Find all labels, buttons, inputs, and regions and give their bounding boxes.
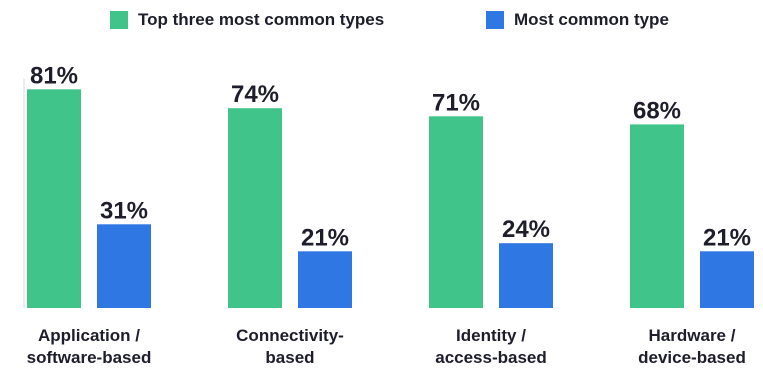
- legend-label-top-three: Top three most common types: [138, 10, 385, 29]
- x-tick-label-line: device-based: [638, 348, 746, 367]
- x-tick-label-line: Connectivity-: [236, 326, 344, 345]
- legend-swatch-most-common: [486, 11, 504, 29]
- x-tick-label-line: Identity /: [456, 326, 526, 345]
- data-label-top-three-1: 81%: [30, 62, 78, 89]
- data-label-most-common-4: 21%: [703, 224, 751, 251]
- bar-top-three-1: [27, 89, 81, 308]
- bar-top-three-3: [429, 116, 483, 308]
- legend-label-most-common: Most common type: [514, 10, 669, 29]
- data-label-most-common-1: 31%: [100, 197, 148, 224]
- x-tick-label-line: software-based: [27, 348, 152, 367]
- bar-most-common-3: [499, 243, 553, 308]
- x-tick-label-line: Application /: [38, 326, 140, 345]
- bar-most-common-4: [700, 251, 754, 308]
- legend: Top three most common types Most common …: [0, 10, 763, 36]
- legend-swatch-top-three: [110, 11, 128, 29]
- bar-top-three-4: [630, 124, 684, 309]
- x-tick-label-line: access-based: [435, 348, 547, 367]
- data-label-top-three-4: 68%: [633, 97, 681, 124]
- x-tick-label-1: Application / software-based: [27, 326, 152, 367]
- data-label-most-common-2: 21%: [301, 224, 349, 251]
- x-tick-label-4: Hardware / device-based: [638, 326, 746, 367]
- data-label-top-three-3: 71%: [432, 89, 480, 116]
- x-tick-label-3: Identity / access-based: [435, 326, 547, 367]
- legend-item-top-three: Top three most common types: [110, 10, 384, 30]
- data-label-most-common-3: 24%: [502, 216, 550, 243]
- legend-item-most-common: Most common type: [486, 10, 669, 30]
- data-label-top-three-2: 74%: [231, 81, 279, 108]
- bar-top-three-2: [228, 108, 282, 308]
- x-tick-label-line: Hardware /: [649, 326, 736, 345]
- bar-most-common-1: [97, 224, 151, 308]
- x-tick-label-2: Connectivity-based: [236, 326, 344, 367]
- x-tick-label-line: based: [265, 348, 314, 367]
- bar-most-common-2: [298, 251, 352, 308]
